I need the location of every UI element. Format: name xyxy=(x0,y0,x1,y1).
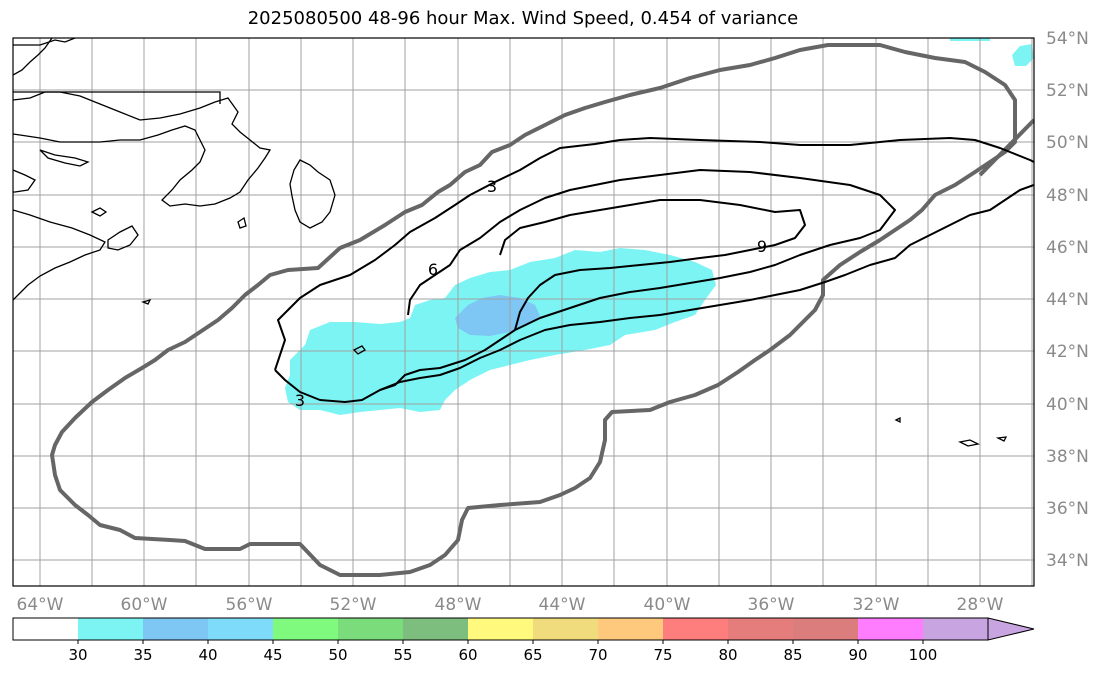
coastlines xyxy=(13,38,1008,447)
colorbar-segment xyxy=(338,618,404,640)
lat-label: 34°N xyxy=(1046,551,1089,571)
contour-label-3-south: 3 xyxy=(295,391,305,410)
colorbar-segment xyxy=(78,618,144,640)
colorbar-tick-label: 45 xyxy=(263,646,282,664)
colorbar-segment xyxy=(728,618,794,640)
contour-label-9: 9 xyxy=(757,237,767,256)
inner-contours xyxy=(274,137,1034,403)
contour-outer-east xyxy=(978,118,1034,177)
lon-label: 44°W xyxy=(539,595,586,615)
lon-label: 48°W xyxy=(435,595,482,615)
contour-label-3-north: 3 xyxy=(487,177,497,196)
graticule xyxy=(13,38,1034,586)
contour-outer-3 xyxy=(50,43,1017,577)
lat-label: 36°N xyxy=(1046,499,1089,519)
wind-shade-35 xyxy=(455,295,540,336)
colorbar-segment xyxy=(923,618,989,640)
lat-label: 40°N xyxy=(1046,395,1089,415)
colorbar-tick-label: 85 xyxy=(783,646,802,664)
lat-label: 42°N xyxy=(1046,342,1089,362)
lat-label: 38°N xyxy=(1046,447,1089,467)
lon-label: 52°W xyxy=(330,595,377,615)
colorbar-segment xyxy=(403,618,469,640)
map-title: 2025080500 48-96 hour Max. Wind Speed, 0… xyxy=(247,8,799,29)
colorbar-tick-label: 55 xyxy=(393,646,412,664)
wind-shade-30-east xyxy=(1012,44,1034,66)
colorbar-segment xyxy=(858,618,924,640)
colorbar-tick-label: 50 xyxy=(328,646,347,664)
colorbar-tick-label: 65 xyxy=(523,646,542,664)
colorbar-segment xyxy=(208,618,274,640)
colorbar-segment xyxy=(663,618,729,640)
lon-label: 60°W xyxy=(121,595,168,615)
lon-label: 64°W xyxy=(17,595,64,615)
contour-label-6: 6 xyxy=(428,260,438,279)
colorbar-tick-label: 40 xyxy=(198,646,217,664)
colorbar-tick-label: 100 xyxy=(909,646,938,664)
lon-label: 36°W xyxy=(748,595,795,615)
colorbar-segment xyxy=(143,618,209,640)
colorbar-tick-label: 80 xyxy=(718,646,737,664)
colorbar-tick-label: 60 xyxy=(458,646,477,664)
colorbar-segment xyxy=(533,618,599,640)
lon-label: 56°W xyxy=(226,595,273,615)
lon-label: 32°W xyxy=(853,595,900,615)
colorbar-tick-label: 75 xyxy=(653,646,672,664)
lat-label: 48°N xyxy=(1046,186,1089,206)
colorbar-tick-label: 30 xyxy=(68,646,87,664)
colorbar-segment xyxy=(468,618,534,640)
lat-label: 44°N xyxy=(1046,290,1089,310)
lat-label: 54°N xyxy=(1046,29,1089,49)
colorbar-segment xyxy=(13,618,79,640)
colorbar-tick-label: 90 xyxy=(848,646,867,664)
latitude-labels: 54°N 52°N 50°N 48°N 46°N 44°N 42°N 40°N … xyxy=(1046,29,1089,571)
colorbar-segment xyxy=(273,618,339,640)
colorbar: 30 35 40 45 50 55 60 65 70 75 80 85 90 100 xyxy=(12,617,1035,664)
longitude-labels: 64°W 60°W 56°W 52°W 48°W 44°W 40°W 36°W … xyxy=(17,595,1004,615)
lat-label: 50°N xyxy=(1046,133,1089,153)
colorbar-frame xyxy=(12,617,988,641)
colorbar-extend-arrow xyxy=(987,617,1035,641)
lon-label: 40°W xyxy=(644,595,691,615)
colorbar-segment xyxy=(598,618,664,640)
lat-label: 46°N xyxy=(1046,238,1089,258)
lon-label: 28°W xyxy=(957,595,1004,615)
colorbar-tick-label: 35 xyxy=(133,646,152,664)
lat-label: 52°N xyxy=(1046,81,1089,101)
colorbar-tick-label: 70 xyxy=(588,646,607,664)
colorbar-segment xyxy=(793,618,859,640)
map-frame xyxy=(12,37,1035,587)
